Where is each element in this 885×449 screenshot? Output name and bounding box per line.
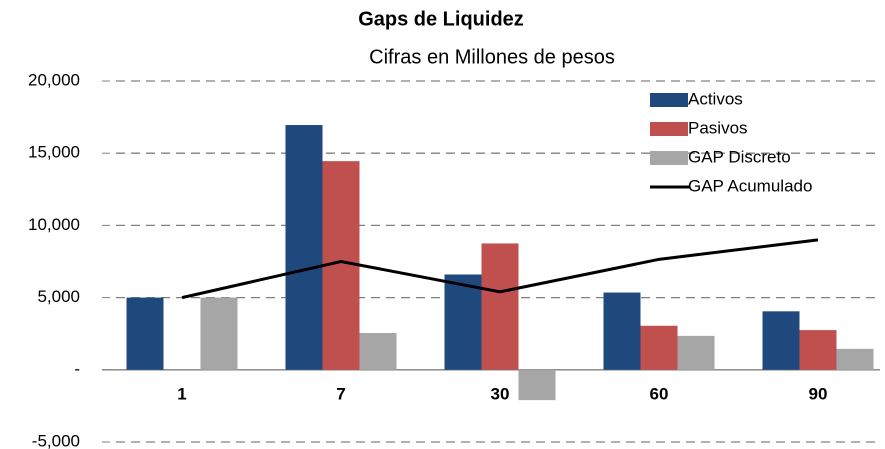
bar xyxy=(518,369,556,401)
y-tick-label: 20,000 xyxy=(28,70,80,89)
bar xyxy=(799,330,837,370)
bar xyxy=(762,311,800,370)
x-tick-label: 60 xyxy=(650,384,669,403)
bar xyxy=(640,325,678,370)
bar xyxy=(677,335,715,370)
bar xyxy=(603,292,641,370)
bar xyxy=(444,274,482,370)
x-tick-label: 7 xyxy=(336,384,345,403)
chart-subtitle: Cifras en Millones de pesos xyxy=(369,46,615,68)
chart-title: Gaps de Liquidez xyxy=(358,8,524,30)
y-tick-label: -5,000 xyxy=(32,431,80,449)
legend-label: GAP Discreto xyxy=(688,147,791,166)
legend-swatch xyxy=(650,151,688,165)
line xyxy=(181,238,819,300)
bar xyxy=(836,348,874,370)
y-tick-label: 15,000 xyxy=(28,143,80,162)
legend-label: Activos xyxy=(688,89,743,108)
legend-swatch xyxy=(650,122,688,136)
legend-label: GAP Acumulado xyxy=(688,176,812,195)
bar xyxy=(359,332,397,370)
x-tick-label: 90 xyxy=(809,384,828,403)
x-tick-label: 1 xyxy=(177,384,186,403)
y-tick-label: 10,000 xyxy=(28,215,80,234)
bar xyxy=(200,297,238,370)
bar xyxy=(126,297,164,370)
bar xyxy=(481,243,519,370)
legend-swatch xyxy=(650,93,688,107)
y-tick-label: - xyxy=(74,359,80,378)
bar xyxy=(285,125,323,370)
x-tick-label: 30 xyxy=(491,384,510,403)
legend-label: Pasivos xyxy=(688,118,748,137)
y-tick-label: 5,000 xyxy=(37,287,80,306)
